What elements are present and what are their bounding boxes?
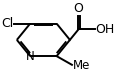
Text: O: O — [73, 2, 83, 15]
Text: N: N — [26, 50, 34, 63]
Text: OH: OH — [95, 23, 114, 36]
Text: Cl: Cl — [1, 17, 13, 30]
Text: Me: Me — [72, 59, 90, 72]
